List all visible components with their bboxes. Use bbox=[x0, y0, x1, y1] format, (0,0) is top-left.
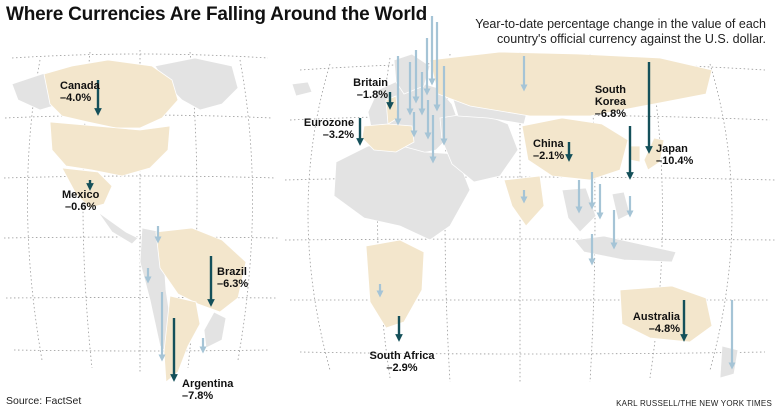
label-argentina: Argentina –7.8% bbox=[182, 378, 233, 402]
label-australia: Australia –4.8% bbox=[622, 311, 680, 335]
currency-change: –10.4% bbox=[656, 155, 694, 167]
currency-change: –3.2% bbox=[322, 129, 354, 141]
country-name: Britain bbox=[353, 77, 388, 89]
credit-line: KARL RUSSELL/THE NEW YORK TIMES bbox=[616, 399, 772, 408]
currency-change: –0.6% bbox=[65, 201, 97, 213]
label-brazil: Brazil –6.3% bbox=[217, 266, 248, 290]
map-subtitle: Year-to-date percentage change in the va… bbox=[475, 17, 766, 46]
page-title: Where Currencies Are Falling Around the … bbox=[6, 4, 428, 25]
currency-change: –7.8% bbox=[182, 390, 214, 402]
new-zealand bbox=[719, 345, 739, 379]
currency-change: –4.8% bbox=[648, 323, 680, 335]
country-name: Argentina bbox=[182, 378, 234, 390]
label-china: China –2.1% bbox=[533, 138, 564, 162]
china-shape bbox=[521, 117, 629, 181]
currency-change: –1.8% bbox=[356, 89, 388, 101]
australia-shape bbox=[619, 285, 713, 343]
russia-shape bbox=[429, 51, 713, 117]
brazil-shape bbox=[155, 227, 247, 313]
indonesia bbox=[573, 235, 677, 263]
labeled-currency-arrows bbox=[86, 62, 688, 382]
argentina-shape bbox=[163, 295, 201, 383]
usa-shape bbox=[49, 121, 171, 177]
label-south-africa: South Africa –2.9% bbox=[364, 350, 440, 374]
country-name: China bbox=[533, 138, 564, 150]
label-eurozone: Eurozone –3.2% bbox=[296, 117, 354, 141]
central-america bbox=[97, 211, 139, 245]
source-note: Source: FactSet bbox=[6, 395, 82, 407]
currency-change: –4.0% bbox=[60, 92, 92, 104]
canada-shape bbox=[43, 59, 179, 129]
country-name: Eurozone bbox=[303, 117, 354, 129]
minor-currency-arrows bbox=[144, 16, 736, 370]
country-name: South Africa bbox=[369, 350, 435, 362]
currency-change: –2.9% bbox=[386, 362, 418, 374]
country-name: Japan bbox=[656, 143, 688, 155]
currency-change: –6.3% bbox=[217, 278, 249, 290]
southern-africa-shape bbox=[365, 239, 425, 329]
country-name: Canada bbox=[60, 80, 100, 92]
japan-shape bbox=[643, 137, 665, 171]
eurozone-shape bbox=[361, 123, 415, 153]
label-britain: Britain –1.8% bbox=[346, 77, 388, 101]
label-canada: Canada –4.0% bbox=[60, 80, 100, 104]
india-shape bbox=[503, 175, 545, 227]
south-america-east bbox=[203, 311, 227, 349]
label-japan: Japan –10.4% bbox=[656, 143, 693, 167]
land-highlighted bbox=[43, 51, 713, 383]
label-mexico: Mexico –0.6% bbox=[62, 189, 99, 213]
country-name: Brazil bbox=[217, 266, 247, 278]
country-name: Mexico bbox=[62, 189, 100, 201]
label-south-korea: South Korea –6.8% bbox=[572, 84, 626, 120]
iceland bbox=[291, 81, 313, 97]
country-name: Australia bbox=[632, 311, 680, 323]
africa bbox=[333, 145, 471, 241]
korea-shape bbox=[629, 145, 641, 163]
currency-change: –6.8% bbox=[594, 108, 626, 120]
country-name: South Korea bbox=[594, 84, 626, 108]
currency-change: –2.1% bbox=[533, 150, 565, 162]
